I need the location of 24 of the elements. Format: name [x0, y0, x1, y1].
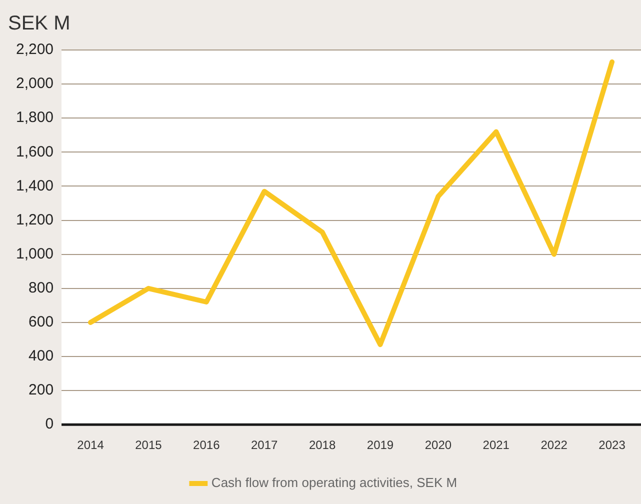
- y-tick-label: 2,200: [16, 41, 54, 58]
- y-tick-label: 1,800: [16, 109, 54, 126]
- y-tick-label: 0: [45, 416, 54, 433]
- x-tick-label: 2020: [424, 438, 452, 452]
- y-tick-label: 1,200: [16, 211, 54, 228]
- x-tick-label: 2019: [366, 438, 394, 452]
- x-tick-label: 2015: [135, 438, 162, 452]
- y-tick-label: 2,000: [16, 75, 54, 92]
- y-tick-label: 1,600: [16, 143, 54, 160]
- chart-title: SEK M: [8, 12, 70, 35]
- y-tick-label: 1,000: [16, 245, 54, 262]
- x-tick-label: 2018: [308, 438, 336, 452]
- y-tick-label: 400: [28, 348, 54, 365]
- x-tick-label: 2023: [598, 438, 626, 452]
- x-tick-label: 2017: [250, 438, 278, 452]
- y-tick-label: 800: [28, 280, 54, 297]
- x-tick-label: 2022: [540, 438, 568, 452]
- x-tick-label: 2014: [77, 438, 104, 452]
- x-tick-label: 2016: [193, 438, 220, 452]
- x-tick-label: 2021: [482, 438, 510, 452]
- y-tick-label: 1,400: [16, 177, 54, 194]
- y-tick-label: 600: [28, 314, 54, 331]
- legend-label: Cash flow from operating activities, SEK M: [211, 475, 458, 490]
- y-tick-label: 200: [28, 382, 54, 399]
